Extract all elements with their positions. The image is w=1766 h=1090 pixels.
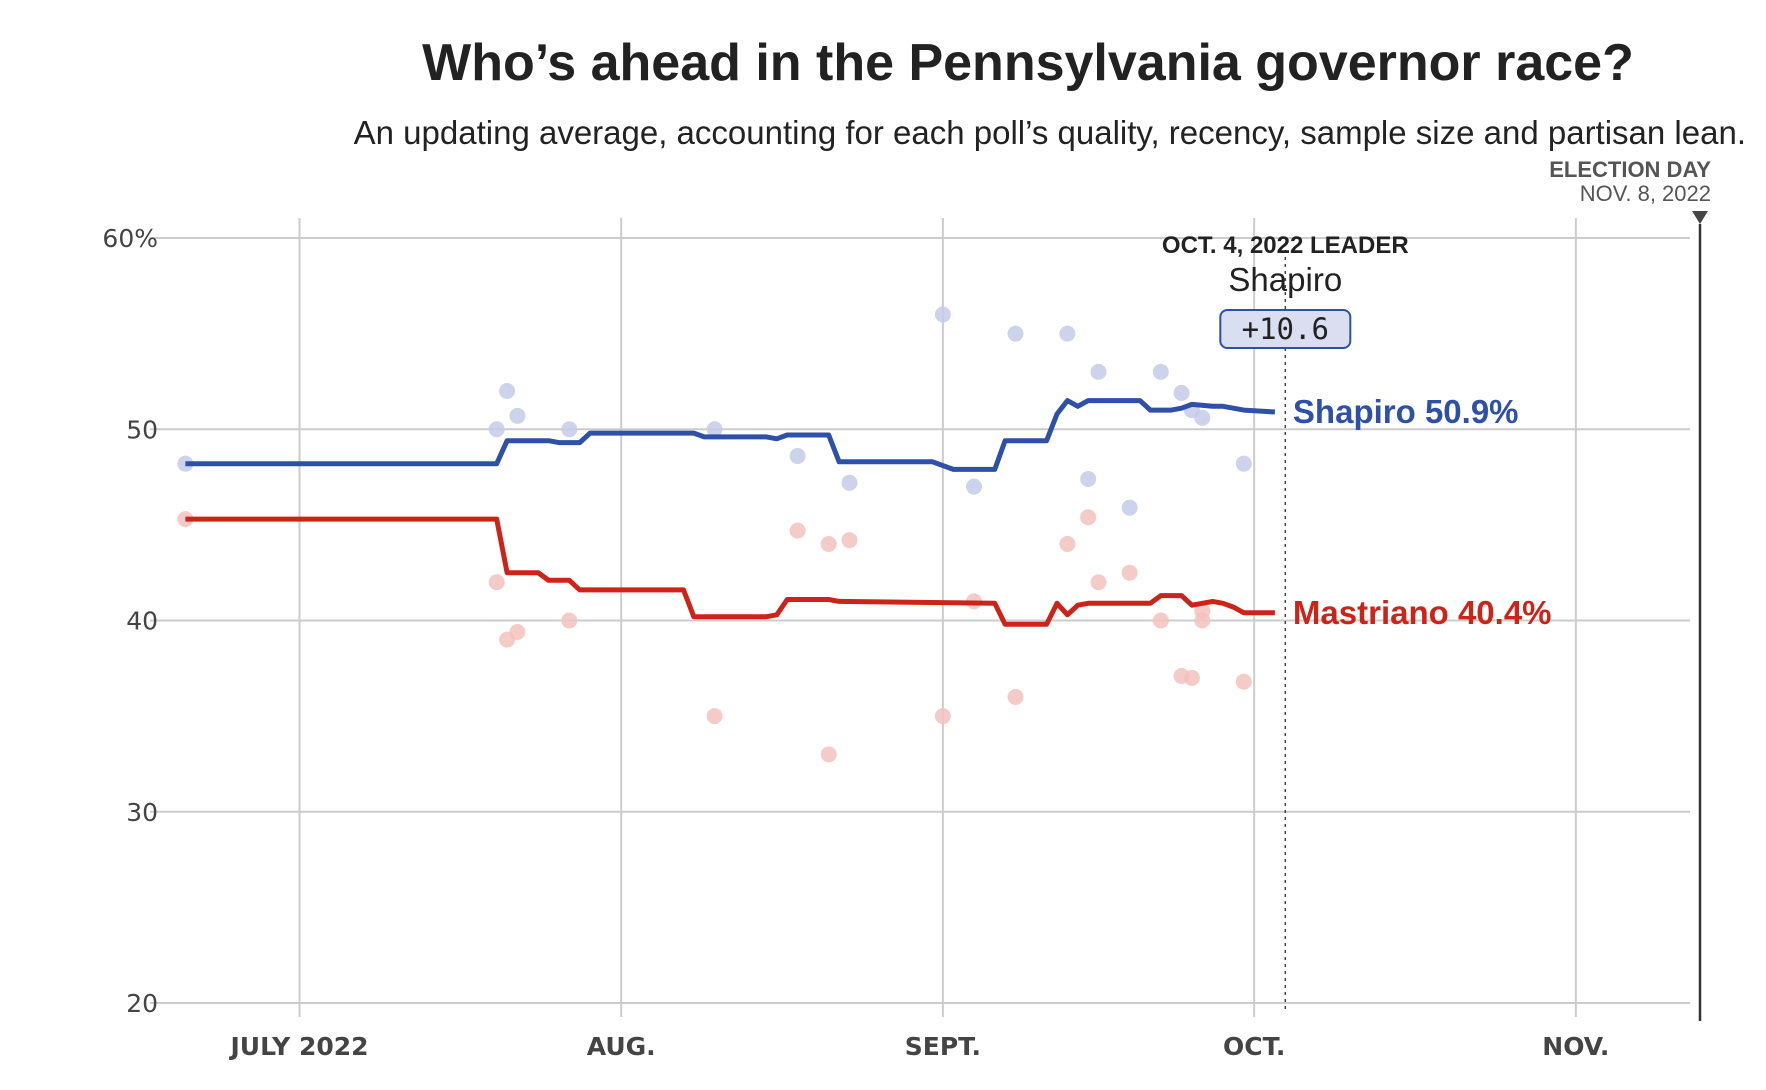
grid: [150, 218, 1690, 1017]
poll-dot-shapiro: [1059, 325, 1076, 342]
x-tick-label: JULY 2022: [229, 1032, 369, 1061]
poll-dot-mastriano: [1194, 612, 1211, 629]
poll-dot-shapiro: [509, 407, 526, 424]
end-label-mastriano: Mastriano 40.4%: [1293, 594, 1552, 631]
y-tick-label: 30: [126, 798, 158, 827]
poll-dots: [177, 306, 1252, 763]
poll-dot-mastriano: [1121, 564, 1138, 581]
leader-name: Shapiro: [1228, 261, 1342, 298]
poll-dot-shapiro: [561, 421, 578, 438]
end-labels: Shapiro 50.9% Mastriano 40.4%: [1293, 393, 1552, 631]
poll-dot-shapiro: [1090, 363, 1107, 380]
poll-dot-mastriano: [820, 746, 837, 763]
poll-dot-mastriano: [934, 708, 951, 725]
poll-dot-shapiro: [789, 448, 806, 465]
poll-dot-shapiro: [1080, 470, 1097, 487]
x-tick-label: SEPT.: [905, 1032, 981, 1061]
poll-dot-shapiro: [499, 383, 516, 399]
poll-dot-mastriano: [841, 532, 858, 549]
poll-dot-mastriano: [561, 612, 578, 629]
x-axis: JULY 2022 AUG. SEPT. OCT. NOV.: [229, 1032, 1610, 1061]
x-tick-label: OCT.: [1223, 1032, 1285, 1061]
x-tick-label: AUG.: [587, 1032, 656, 1061]
poll-dot-shapiro: [177, 455, 194, 472]
poll-dot-shapiro: [1235, 455, 1252, 472]
average-line-shapiro: [185, 398, 1276, 472]
poll-dot-mastriano: [820, 536, 837, 552]
poll-dot-mastriano: [1183, 669, 1200, 686]
poll-dot-shapiro: [934, 306, 951, 323]
x-tick-label: NOV.: [1542, 1032, 1609, 1061]
poll-dot-mastriano: [1090, 574, 1107, 591]
average-line-mastriano: [185, 516, 1275, 627]
poll-dot-mastriano: [1059, 536, 1076, 552]
end-label-shapiro: Shapiro 50.9%: [1293, 393, 1519, 430]
y-tick-label: 60%: [102, 224, 158, 253]
poll-dot-mastriano: [509, 623, 526, 640]
poll-dot-shapiro: [1121, 499, 1138, 516]
y-axis: 20 30 40 50 60%: [102, 224, 158, 1018]
poll-dot-mastriano: [488, 574, 505, 591]
election-day-arrow-icon: [1692, 211, 1708, 224]
leader-margin: +10.6: [1242, 312, 1329, 346]
chart-subtitle: An updating average, accounting for each…: [354, 114, 1746, 151]
poll-dot-mastriano: [706, 708, 723, 725]
poll-dot-mastriano: [177, 511, 194, 528]
poll-dot-shapiro: [1007, 325, 1024, 342]
poll-dot-shapiro: [966, 478, 983, 495]
y-tick-label: 40: [126, 607, 158, 636]
y-tick-label: 20: [126, 989, 158, 1018]
leader-callout: OCT. 4, 2022 LEADER Shapiro +10.6: [1162, 232, 1409, 1010]
election-day-date: NOV. 8, 2022: [1580, 181, 1711, 206]
poll-dot-mastriano: [1152, 612, 1169, 629]
chart-title: Who’s ahead in the Pennsylvania governor…: [422, 34, 1634, 92]
poll-dot-shapiro: [1152, 363, 1169, 380]
poll-dot-shapiro: [1194, 409, 1211, 426]
poll-dot-shapiro: [1173, 384, 1190, 401]
poll-dot-mastriano: [1080, 509, 1097, 526]
election-day-marker: ELECTION DAY NOV. 8, 2022: [1549, 157, 1711, 1021]
y-tick-label: 50: [126, 415, 158, 444]
leader-margin-badge: [1219, 309, 1352, 349]
poll-dot-shapiro: [706, 421, 723, 438]
average-lines: [185, 398, 1276, 627]
leader-heading: OCT. 4, 2022 LEADER: [1162, 232, 1409, 259]
poll-dot-mastriano: [1235, 673, 1252, 690]
poll-dot-shapiro: [488, 421, 505, 438]
election-day-label: ELECTION DAY: [1549, 157, 1711, 182]
poll-dot-shapiro: [841, 474, 858, 491]
poll-dot-mastriano: [789, 522, 806, 539]
poll-dot-mastriano: [1007, 689, 1024, 705]
